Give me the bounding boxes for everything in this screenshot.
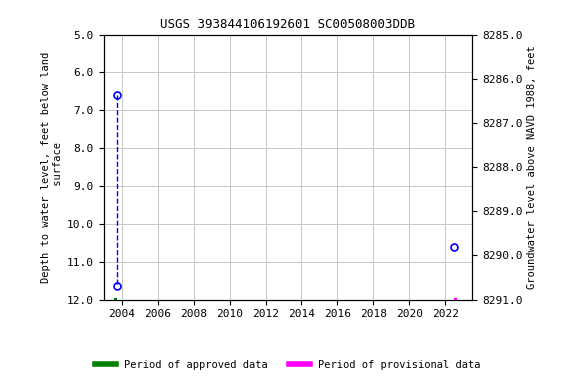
Legend: Period of approved data, Period of provisional data: Period of approved data, Period of provi… bbox=[91, 356, 485, 374]
Y-axis label: Groundwater level above NAVD 1988, feet: Groundwater level above NAVD 1988, feet bbox=[526, 45, 537, 289]
Y-axis label: Depth to water level, feet below land
 surface: Depth to water level, feet below land su… bbox=[41, 51, 63, 283]
Title: USGS 393844106192601 SC00508003DDB: USGS 393844106192601 SC00508003DDB bbox=[161, 18, 415, 31]
